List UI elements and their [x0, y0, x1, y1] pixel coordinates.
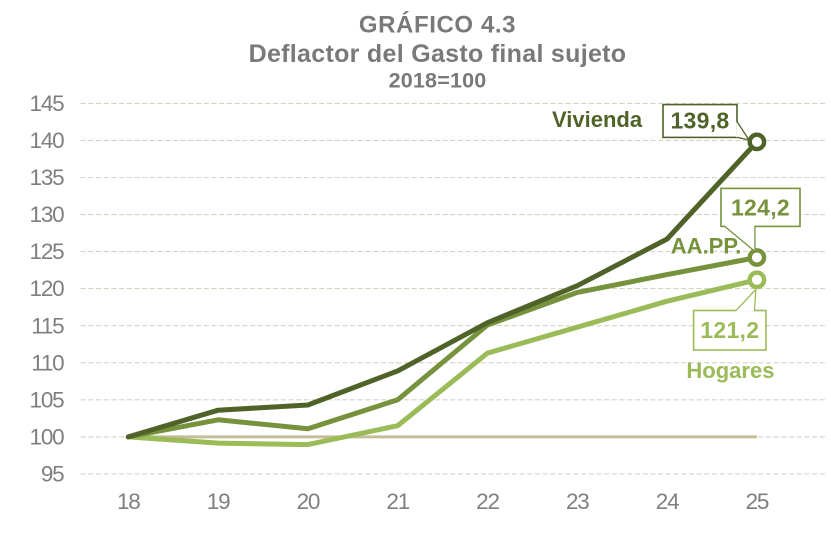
svg-text:121,2: 121,2 [700, 317, 759, 343]
svg-text:130: 130 [30, 202, 65, 227]
svg-text:145: 145 [30, 91, 65, 116]
svg-text:20: 20 [297, 489, 320, 514]
svg-text:140: 140 [30, 128, 65, 153]
svg-text:18: 18 [117, 489, 140, 514]
svg-text:23: 23 [566, 489, 589, 514]
svg-text:125: 125 [30, 239, 65, 264]
svg-text:95: 95 [41, 462, 64, 487]
svg-text:Hogares: Hogares [686, 358, 774, 383]
svg-text:124,2: 124,2 [731, 195, 790, 221]
svg-text:21: 21 [386, 489, 409, 514]
svg-text:GRÁFICO 4.3: GRÁFICO 4.3 [359, 11, 516, 39]
svg-text:AA.PP.: AA.PP. [671, 233, 742, 258]
svg-text:19: 19 [207, 489, 230, 514]
svg-text:139,8: 139,8 [670, 108, 729, 134]
svg-text:Vivienda: Vivienda [552, 107, 643, 132]
svg-text:24: 24 [656, 489, 679, 514]
svg-text:2018=100: 2018=100 [389, 68, 487, 92]
svg-text:Deflactor del Gasto final suje: Deflactor del Gasto final sujeto [249, 40, 627, 68]
svg-text:135: 135 [30, 165, 65, 190]
svg-text:120: 120 [30, 276, 65, 301]
svg-text:25: 25 [746, 489, 769, 514]
svg-text:110: 110 [31, 350, 64, 375]
svg-text:22: 22 [476, 489, 499, 514]
svg-text:105: 105 [30, 387, 65, 412]
svg-text:100: 100 [30, 425, 65, 450]
svg-text:115: 115 [31, 313, 64, 338]
